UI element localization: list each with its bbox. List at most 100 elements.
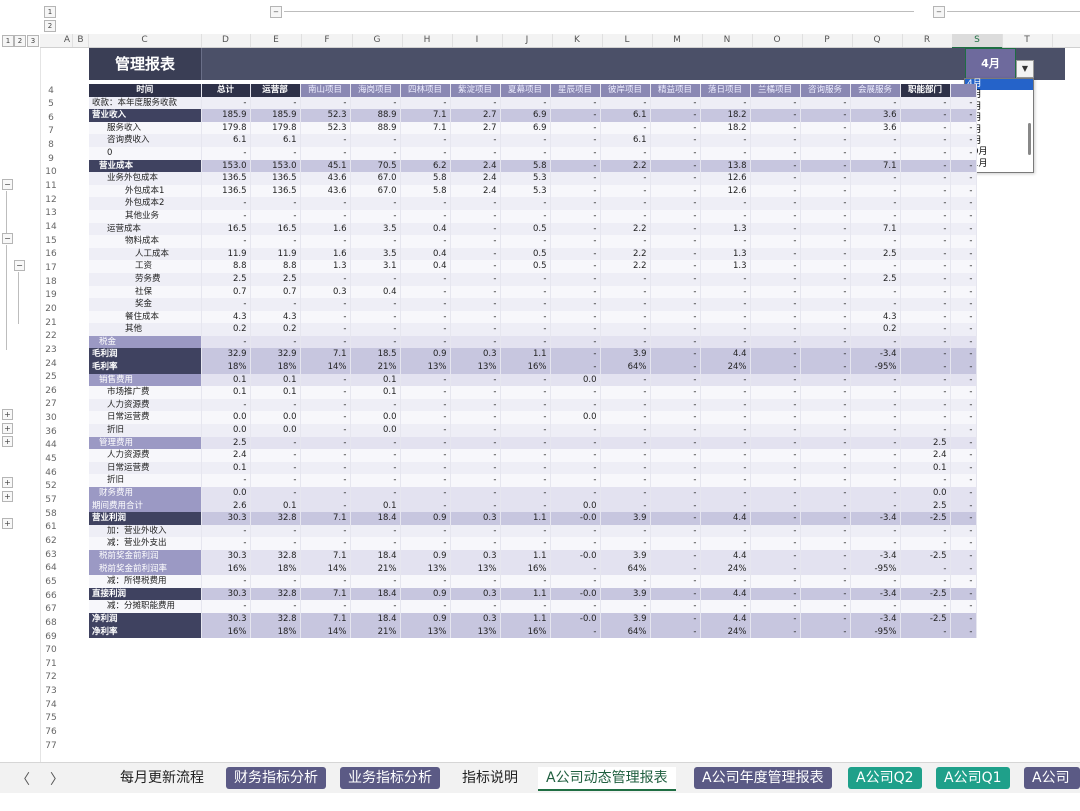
value-cell[interactable]: -	[550, 600, 601, 613]
value-cell[interactable]: -	[800, 587, 851, 601]
group-collapse-left[interactable]: −	[270, 6, 282, 18]
value-cell[interactable]: -	[250, 474, 301, 487]
value-cell[interactable]: 0.1	[201, 461, 251, 475]
row-label[interactable]: 劳务费	[89, 272, 202, 286]
value-cell[interactable]: 21%	[350, 562, 401, 576]
row-label[interactable]: 营业收入	[89, 109, 202, 122]
value-cell[interactable]: 16.5	[201, 222, 251, 236]
value-cell[interactable]: -	[500, 499, 551, 513]
value-cell[interactable]: 0.0	[201, 424, 251, 437]
value-cell[interactable]: 2.5	[850, 247, 901, 261]
value-cell[interactable]: 3.5	[350, 247, 401, 261]
value-cell[interactable]: -	[201, 146, 251, 160]
value-cell[interactable]: -	[600, 575, 651, 588]
value-cell[interactable]: -	[600, 285, 651, 299]
value-cell[interactable]: 64%	[600, 625, 651, 639]
value-cell[interactable]: -	[300, 298, 351, 311]
value-cell[interactable]: -	[750, 587, 801, 601]
value-cell[interactable]: -0.0	[550, 612, 601, 626]
value-cell[interactable]: -	[950, 121, 977, 135]
row-number[interactable]: 8	[48, 140, 54, 151]
row-number[interactable]: 71	[45, 658, 57, 669]
value-cell[interactable]: -	[300, 600, 351, 613]
value-cell[interactable]: -	[750, 247, 801, 261]
value-cell[interactable]: -	[350, 461, 401, 475]
value-cell[interactable]: 18%	[201, 361, 251, 374]
row-number[interactable]: 66	[45, 590, 57, 601]
row-number[interactable]: 58	[45, 508, 57, 519]
value-cell[interactable]: -	[950, 487, 977, 500]
value-cell[interactable]: 5.8	[400, 184, 451, 198]
row-label[interactable]: 营业成本	[89, 159, 202, 173]
value-cell[interactable]: -	[550, 310, 601, 324]
value-cell[interactable]: 6.9	[500, 109, 551, 122]
value-cell[interactable]: -	[250, 537, 301, 550]
month-selector-cell[interactable]: 4月	[965, 48, 1016, 80]
value-cell[interactable]: -	[750, 449, 801, 462]
value-cell[interactable]: -	[650, 600, 701, 613]
value-cell[interactable]: -	[750, 298, 801, 311]
value-cell[interactable]: -	[750, 361, 801, 374]
value-cell[interactable]: 0.1	[250, 499, 301, 513]
value-cell[interactable]: -	[650, 96, 701, 110]
value-cell[interactable]: -2.5	[900, 549, 951, 563]
value-cell[interactable]: 0.1	[201, 386, 251, 399]
value-cell[interactable]: 2.4	[450, 159, 501, 173]
value-cell[interactable]: -	[450, 449, 501, 462]
value-cell[interactable]: -	[900, 159, 951, 173]
value-cell[interactable]: -	[700, 335, 751, 349]
value-cell[interactable]: -	[400, 335, 451, 349]
value-cell[interactable]: -	[700, 537, 751, 550]
value-cell[interactable]: -	[450, 436, 501, 450]
value-cell[interactable]: -	[800, 411, 851, 425]
sheet-tab[interactable]: 业务指标分析	[340, 767, 440, 789]
value-cell[interactable]: -	[550, 96, 601, 110]
value-cell[interactable]: -	[700, 209, 751, 223]
value-cell[interactable]: -	[550, 537, 601, 550]
value-cell[interactable]: -	[850, 172, 901, 185]
value-cell[interactable]: 32.8	[250, 587, 301, 601]
value-cell[interactable]: -	[650, 411, 701, 425]
row-number[interactable]: 61	[45, 522, 57, 533]
row-number[interactable]: 44	[45, 440, 57, 451]
value-cell[interactable]: 7.1	[300, 587, 351, 601]
group-collapse-button[interactable]: −	[2, 233, 13, 244]
value-cell[interactable]: -	[550, 487, 601, 500]
value-cell[interactable]: -	[900, 625, 951, 639]
row-number[interactable]: 72	[45, 672, 57, 683]
value-cell[interactable]: -	[550, 134, 601, 147]
value-cell[interactable]: 0.0	[900, 487, 951, 500]
value-cell[interactable]: 5.8	[500, 159, 551, 173]
value-cell[interactable]: -	[400, 285, 451, 299]
value-cell[interactable]: -	[500, 524, 551, 538]
row-number[interactable]: 9	[48, 153, 54, 164]
value-cell[interactable]: -	[850, 537, 901, 550]
row-label[interactable]: 销售费用	[89, 373, 202, 387]
value-cell[interactable]: -	[950, 499, 977, 513]
value-cell[interactable]: -	[750, 285, 801, 299]
value-cell[interactable]: -	[950, 512, 977, 525]
value-cell[interactable]: -	[350, 310, 401, 324]
value-cell[interactable]: -	[750, 184, 801, 198]
value-cell[interactable]: -	[800, 323, 851, 336]
value-cell[interactable]: -	[550, 323, 601, 336]
value-cell[interactable]: -	[750, 575, 801, 588]
value-cell[interactable]: -	[900, 235, 951, 248]
value-cell[interactable]: -	[950, 109, 977, 122]
value-cell[interactable]: -	[700, 285, 751, 299]
value-cell[interactable]: -	[950, 310, 977, 324]
value-cell[interactable]: -	[450, 96, 501, 110]
value-cell[interactable]: -	[450, 310, 501, 324]
value-cell[interactable]: -	[600, 499, 651, 513]
row-label[interactable]: 税前奖金前利润	[89, 549, 202, 563]
row-number[interactable]: 5	[48, 99, 54, 110]
value-cell[interactable]: 0.5	[500, 260, 551, 273]
value-cell[interactable]: -	[950, 424, 977, 437]
row-number[interactable]: 26	[45, 385, 57, 396]
value-cell[interactable]: -	[800, 474, 851, 487]
dropdown-scrollbar[interactable]	[1028, 123, 1031, 155]
value-cell[interactable]: -	[250, 146, 301, 160]
row-label[interactable]: 社保	[89, 285, 202, 299]
value-cell[interactable]: 179.8	[250, 121, 301, 135]
value-cell[interactable]: -	[800, 222, 851, 236]
